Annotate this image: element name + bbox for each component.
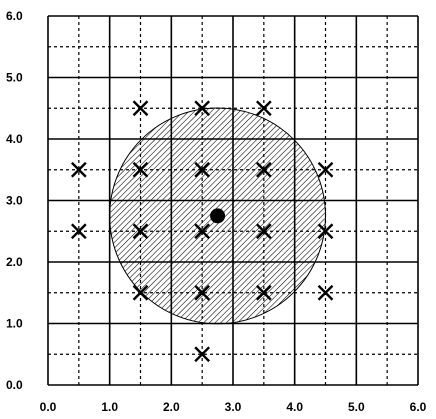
center-point [210, 208, 226, 224]
x-marker [317, 223, 334, 240]
x-marker-stroke [194, 161, 211, 178]
x-marker-layer [70, 100, 334, 363]
x-marker [194, 284, 211, 301]
x-marker [70, 161, 87, 178]
x-marker [255, 161, 272, 178]
x-marker-stroke [255, 161, 272, 178]
x-marker-stroke [132, 223, 149, 240]
x-marker-stroke [317, 223, 334, 240]
x-marker-stroke [255, 100, 272, 117]
x-marker-stroke [255, 223, 272, 240]
x-marker [194, 223, 211, 240]
y-tick-label: 5.0 [6, 71, 23, 85]
x-marker-stroke [70, 223, 87, 240]
x-tick-label: 2.0 [163, 400, 180, 414]
x-marker-stroke [132, 161, 149, 178]
x-marker-stroke [194, 346, 211, 363]
x-marker-stroke [255, 284, 272, 301]
x-marker-stroke [194, 100, 211, 117]
x-marker-stroke [132, 100, 149, 117]
x-tick-label: 3.0 [225, 400, 242, 414]
y-tick-label: 2.0 [6, 255, 23, 269]
y-tick-label: 3.0 [6, 194, 23, 208]
x-marker [70, 223, 87, 240]
x-tick-label: 1.0 [101, 400, 118, 414]
x-marker [132, 161, 149, 178]
x-tick-label: 4.0 [286, 400, 303, 414]
y-tick-label: 6.0 [6, 9, 23, 23]
center-point-layer [210, 208, 226, 224]
x-marker-stroke [70, 161, 87, 178]
x-marker [317, 161, 334, 178]
x-marker [194, 100, 211, 117]
y-tick-label: 1.0 [6, 317, 23, 331]
x-marker [132, 284, 149, 301]
y-tick-label: 0.0 [6, 378, 23, 392]
x-tick-label: 5.0 [348, 400, 365, 414]
x-marker-stroke [317, 284, 334, 301]
x-marker-stroke [194, 284, 211, 301]
x-marker [132, 223, 149, 240]
x-marker [255, 284, 272, 301]
x-marker-stroke [194, 223, 211, 240]
tick-label-layer: 0.0 1.0 2.0 3.0 4.0 5.0 6.0 0.0 1.0 2.0 3.0 4.0 5.0 6… [6, 9, 427, 414]
major-grid-layer [47, 15, 419, 386]
x-marker [194, 161, 211, 178]
x-marker [317, 284, 334, 301]
x-marker [194, 346, 211, 363]
y-tick-label: 4.0 [6, 132, 23, 146]
x-tick-label: 6.0 [410, 400, 427, 414]
x-marker-stroke [132, 284, 149, 301]
x-marker-stroke [317, 161, 334, 178]
x-marker [255, 223, 272, 240]
x-marker [132, 100, 149, 117]
x-tick-label: 0.0 [40, 400, 57, 414]
x-marker [255, 100, 272, 117]
